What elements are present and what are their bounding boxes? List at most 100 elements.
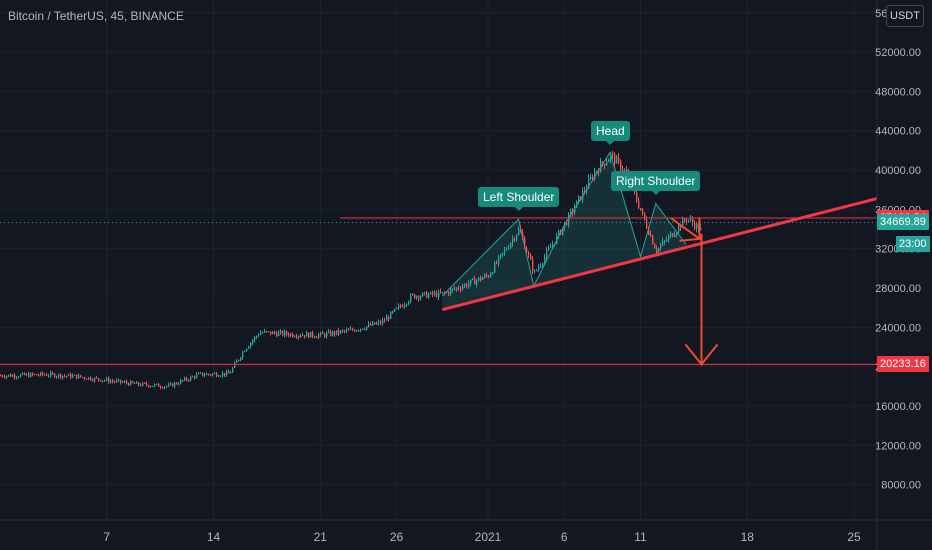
candle-body [16, 377, 18, 379]
candle-body [228, 371, 230, 374]
candle-body [644, 212, 646, 220]
candle-body [664, 240, 666, 242]
candle-body [324, 334, 326, 337]
candle-body [460, 288, 462, 290]
candle-body [240, 357, 242, 360]
candle-body [214, 373, 216, 375]
candle-body [506, 249, 508, 251]
candle-body [682, 219, 684, 228]
candle-body [560, 230, 562, 235]
candle-body [284, 331, 286, 336]
candle-body [294, 336, 296, 338]
candle-body [636, 192, 638, 201]
candle-body [60, 374, 62, 378]
candle-body [2, 375, 4, 377]
candle-body [224, 372, 226, 376]
price-tick-label: 8000.00 [881, 480, 921, 492]
candle-body [522, 232, 524, 239]
candle-body [670, 233, 672, 237]
candle-body [6, 375, 8, 378]
candle-body [72, 375, 74, 378]
candle-body [246, 348, 248, 352]
candle-body [118, 379, 120, 381]
support-trendline [441, 197, 878, 312]
candle-body [530, 254, 532, 260]
candle-body [330, 331, 332, 336]
candle-body [196, 374, 198, 378]
candle-body [660, 245, 662, 249]
candle-body [8, 374, 10, 376]
candle-body [434, 292, 436, 295]
candle-body [336, 330, 338, 335]
annotation-label[interactable]: Left Shoulder [478, 187, 560, 211]
candle-body [260, 332, 262, 335]
candle-body [168, 384, 170, 387]
candle-body [692, 219, 694, 224]
candle-body [204, 375, 206, 377]
candle-body [606, 161, 608, 166]
price-tick-label: 16000.00 [875, 401, 921, 413]
candle-body [182, 380, 184, 382]
candle-body [404, 304, 406, 307]
candle-body [144, 382, 146, 384]
candle-body [76, 374, 78, 379]
candle-body [458, 287, 460, 289]
candle-body [298, 335, 300, 338]
candle-body [10, 374, 12, 377]
candle-body [278, 332, 280, 336]
candle-body [602, 161, 604, 164]
candle-body [464, 284, 466, 287]
symbol-title: Bitcoin / TetherUS, 45, BINANCE [8, 9, 184, 23]
candle-body [132, 381, 134, 383]
candle-body [114, 381, 116, 383]
candle-body [74, 374, 76, 376]
candle-body [176, 382, 178, 385]
candle-body [100, 379, 102, 382]
currency-badge[interactable]: USDT [886, 5, 924, 27]
candle-body [580, 196, 582, 201]
annotation-label[interactable]: Head [591, 121, 630, 145]
candle-body [358, 330, 360, 332]
candle-body [42, 372, 44, 375]
candle-body [678, 225, 680, 233]
candle-body [674, 234, 676, 237]
candle-body [410, 294, 412, 302]
candle-body [516, 234, 518, 240]
candle-body [106, 378, 108, 381]
candle-body [476, 280, 478, 285]
candle-body [40, 372, 42, 376]
candle-body [426, 292, 428, 298]
annotation-label[interactable]: Right Shoulder [611, 171, 701, 195]
candle-body [346, 329, 348, 332]
candle-body [192, 376, 194, 378]
candle-body [540, 265, 542, 267]
candle-body [318, 334, 320, 338]
candle-body [684, 219, 686, 221]
candle-body [488, 275, 490, 278]
candle-body [546, 250, 548, 257]
time-tick-label: 6 [561, 530, 568, 544]
candle-body [272, 331, 274, 335]
candle-body [136, 382, 138, 384]
candle-body [494, 262, 496, 273]
candle-body [292, 333, 294, 337]
candle-body [700, 227, 702, 231]
candle-body [102, 380, 104, 382]
candle-body [300, 335, 302, 337]
candle-body [694, 223, 696, 229]
time-tick-label: 11 [634, 530, 647, 544]
breakdown-arrow [670, 217, 701, 240]
candle-body [280, 331, 282, 333]
candle-body [28, 373, 30, 377]
candle-body [316, 337, 318, 339]
candlestick-series [0, 150, 702, 390]
candle-body [496, 262, 498, 264]
candle-body [352, 328, 354, 331]
candle-body [690, 219, 692, 221]
candle-body [190, 376, 192, 381]
candle-body [288, 334, 290, 336]
candle-body [696, 223, 698, 229]
candle-body [466, 284, 468, 287]
candle-body [520, 228, 522, 233]
